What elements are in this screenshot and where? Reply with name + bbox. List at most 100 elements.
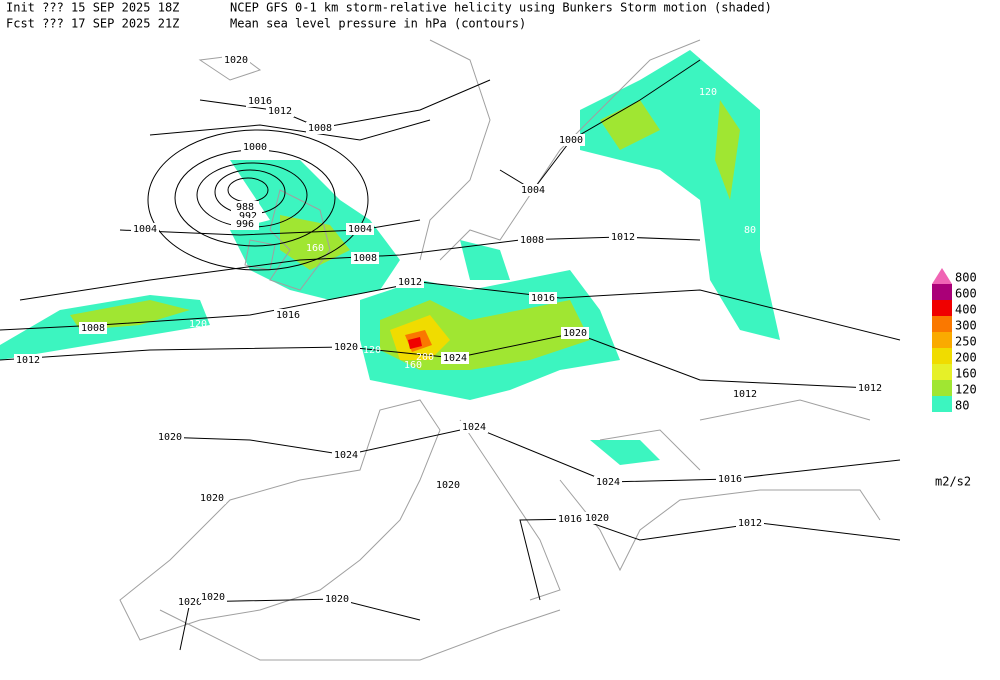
contour-label: 1024 [462, 422, 486, 433]
label-box [583, 512, 611, 524]
legend-unit: m2/s2 [935, 475, 971, 489]
contour-label: 1020 [178, 597, 202, 608]
contour-label: 1020 [224, 55, 248, 66]
label-box [441, 352, 469, 364]
label-box [434, 479, 462, 491]
label-box [274, 309, 302, 321]
legend-swatch [932, 380, 952, 396]
legend-swatch [932, 364, 952, 380]
label-box [856, 382, 884, 394]
legend-label: 300 [955, 319, 977, 333]
contour-label: 1016 [248, 96, 272, 107]
contour-label: 1016 [531, 293, 555, 304]
contour-label: 1020 [325, 594, 349, 605]
contour-label: 1012 [738, 518, 762, 529]
subtitle: Mean sea level pressure in hPa (contours… [230, 17, 526, 31]
legend-label: 120 [955, 383, 977, 397]
contour-label: 1012 [268, 106, 292, 117]
contour-label: 1020 [563, 328, 587, 339]
title: NCEP GFS 0-1 km storm-relative helicity … [230, 1, 772, 15]
label-box [609, 231, 637, 243]
shade-label: 120 [189, 319, 207, 330]
label-box [557, 134, 585, 146]
label-box [306, 122, 334, 134]
label-box [332, 341, 360, 353]
legend-label: 250 [955, 335, 977, 349]
contour-label: 1004 [521, 185, 545, 196]
contour-label: 1024 [334, 450, 358, 461]
legend-label: 160 [955, 367, 977, 381]
contour-label: 1004 [133, 224, 157, 235]
legend-swatch [932, 284, 952, 300]
label-box [131, 223, 159, 235]
label-box [460, 421, 488, 433]
shade-label: 80 [499, 400, 511, 411]
label-box [241, 141, 269, 153]
contour-label: 1016 [558, 514, 582, 525]
forecast-time: Fcst ??? 17 SEP 2025 21Z [6, 17, 179, 31]
contour-label: 1016 [718, 474, 742, 485]
shade-label: 120 [363, 345, 381, 356]
label-box [561, 327, 589, 339]
label-box [519, 184, 547, 196]
shade-label: 200 [416, 352, 434, 363]
contour-label: 1012 [16, 355, 40, 366]
shade-label: 160 [404, 360, 422, 371]
contour-label: 1024 [443, 353, 467, 364]
helicity-shading [0, 50, 780, 465]
init-time: Init ??? 15 SEP 2025 18Z [6, 1, 179, 15]
contour-label: 1012 [733, 389, 757, 400]
contour-label: 1020 [158, 432, 182, 443]
legend-swatch [932, 316, 952, 332]
shade-label: 80 [36, 375, 48, 386]
label-box [736, 517, 764, 529]
label-box [266, 105, 294, 117]
legend-label: 200 [955, 351, 977, 365]
label-box [323, 593, 351, 605]
contour-label: 1020 [334, 342, 358, 353]
label-box [731, 388, 759, 400]
label-box [529, 292, 557, 304]
label-box [176, 596, 204, 608]
label-box [396, 276, 424, 288]
contour-label: 996 [236, 219, 254, 230]
label-box [231, 218, 259, 230]
legend-label: 80 [955, 399, 969, 413]
label-box [156, 431, 184, 443]
contour-label: 1000 [243, 142, 267, 153]
legend-label: 400 [955, 303, 977, 317]
contour-label: 1020 [436, 480, 460, 491]
contour-label: 992 [239, 211, 257, 222]
legend-swatch [932, 396, 952, 412]
contour-label: 1008 [81, 323, 105, 334]
contour-label: 1008 [353, 253, 377, 264]
shade-label: 160 [306, 243, 324, 254]
label-box [199, 591, 227, 603]
label-box [351, 252, 379, 264]
contour-label: 1012 [398, 277, 422, 288]
legend-swatch [932, 300, 952, 316]
label-box [594, 476, 622, 488]
label-box [556, 513, 584, 525]
contour-label: 1020 [585, 513, 609, 524]
shade-label: 120 [527, 257, 545, 268]
legend: 800 600 400 300 250 200 160 120 80 m2/s2 [932, 268, 977, 489]
label-box [222, 54, 250, 66]
label-box [518, 234, 546, 246]
contour-label: 1024 [596, 477, 620, 488]
contour-label: 1012 [858, 383, 882, 394]
label-box [14, 354, 42, 366]
legend-swatch [932, 268, 952, 284]
legend-swatch [932, 332, 952, 348]
contour-label: 1008 [308, 123, 332, 134]
contour-label: 1008 [520, 235, 544, 246]
shade-label: 80 [744, 225, 756, 236]
contour-label: 1020 [200, 493, 224, 504]
label-box [346, 223, 374, 235]
shade-label: 120 [699, 87, 717, 98]
label-box [79, 322, 107, 334]
contour-label: 1016 [276, 310, 300, 321]
label-box [246, 95, 274, 107]
label-box [332, 449, 360, 461]
